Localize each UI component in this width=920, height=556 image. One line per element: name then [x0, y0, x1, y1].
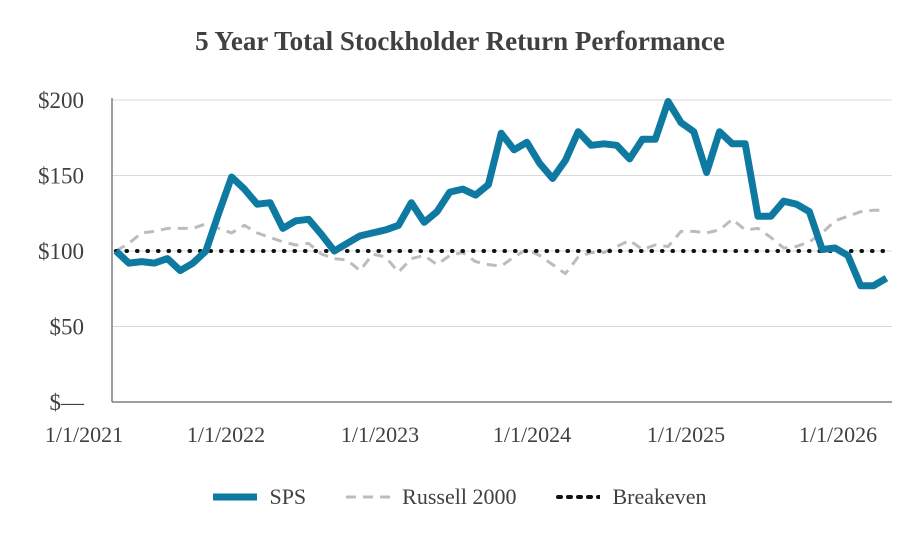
legend: SPS Russell 2000 Breakeven: [0, 484, 920, 510]
y-tick-label: $50: [50, 315, 85, 340]
series-line-russell-2000: [115, 208, 887, 276]
legend-label-breakeven: Breakeven: [612, 484, 707, 509]
legend-swatch-russell: [346, 495, 391, 499]
legend-item-sps: SPS: [213, 484, 306, 510]
series-line-sps: [113, 98, 889, 290]
x-tick-label: 1/1/2026: [799, 422, 877, 447]
x-tick-label: 1/1/2024: [493, 422, 571, 447]
legend-label-sps: SPS: [269, 484, 307, 509]
y-tick-label: $100: [38, 239, 84, 264]
x-tick-label: 1/1/2023: [341, 422, 419, 447]
x-tick-label: 1/1/2021: [45, 422, 123, 447]
x-tick-label: 1/1/2022: [187, 422, 265, 447]
chart-title: 5 Year Total Stockholder Return Performa…: [195, 26, 725, 56]
y-tick-label: $—: [50, 390, 86, 415]
x-tick-label: 1/1/2025: [647, 422, 725, 447]
legend-label-russell: Russell 2000: [402, 484, 517, 509]
y-tick-label: $200: [38, 88, 84, 113]
legend-item-russell: Russell 2000: [346, 484, 516, 510]
legend-swatch-sps: [213, 493, 258, 501]
legend-swatch-breakeven: [556, 495, 601, 499]
y-tick-label: $150: [38, 164, 84, 189]
legend-item-breakeven: Breakeven: [556, 484, 707, 510]
